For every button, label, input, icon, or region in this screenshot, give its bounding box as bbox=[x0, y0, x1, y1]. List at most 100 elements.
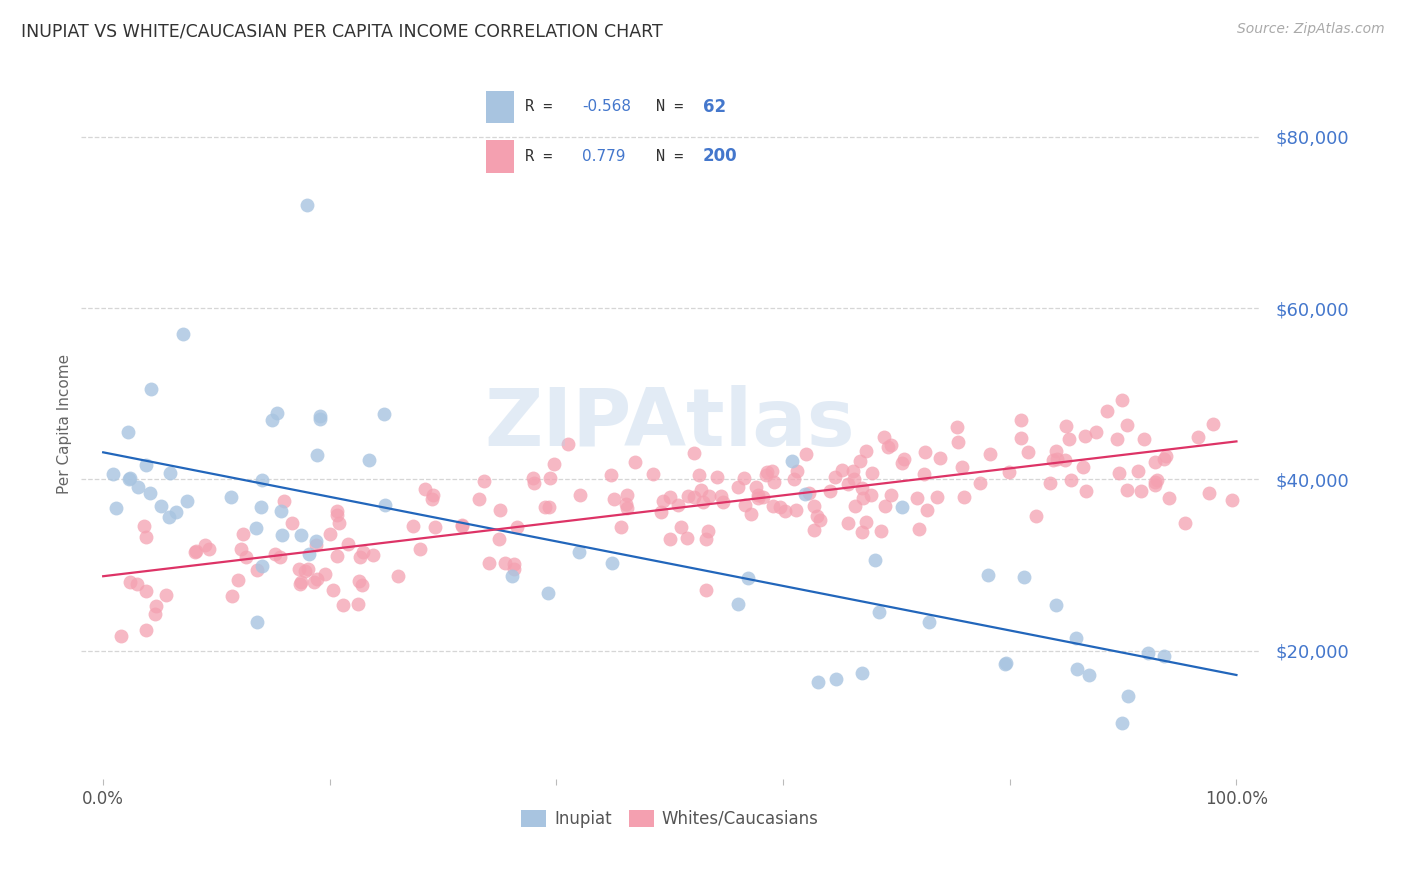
Point bbox=[1108, 466, 1130, 480]
Point bbox=[184, 543, 207, 558]
Point bbox=[849, 453, 872, 467]
Point bbox=[1046, 451, 1069, 466]
Point bbox=[927, 490, 949, 504]
Point bbox=[641, 467, 664, 481]
Point bbox=[468, 491, 491, 506]
Point bbox=[264, 547, 287, 561]
Point bbox=[120, 575, 142, 590]
Point bbox=[908, 522, 931, 536]
Point bbox=[614, 497, 637, 511]
Point bbox=[837, 477, 859, 491]
Point bbox=[537, 500, 560, 515]
Point bbox=[1174, 516, 1197, 531]
Point bbox=[1159, 491, 1181, 506]
Point bbox=[1010, 413, 1032, 427]
Point bbox=[298, 548, 321, 562]
Point bbox=[786, 464, 808, 478]
Point bbox=[893, 452, 915, 467]
Point bbox=[1144, 475, 1167, 490]
Point bbox=[1126, 464, 1149, 478]
Point bbox=[472, 474, 495, 488]
Point bbox=[688, 467, 710, 482]
Point bbox=[145, 599, 167, 614]
Point bbox=[347, 574, 370, 588]
Point bbox=[1154, 449, 1177, 463]
Point bbox=[568, 488, 591, 502]
Point bbox=[110, 629, 132, 643]
Point bbox=[294, 564, 316, 578]
Point bbox=[1085, 425, 1108, 439]
Point bbox=[387, 569, 409, 583]
Point bbox=[302, 574, 325, 589]
Point bbox=[328, 516, 350, 531]
Point bbox=[747, 488, 769, 502]
Point bbox=[127, 480, 149, 494]
Point bbox=[917, 502, 939, 516]
Point bbox=[769, 500, 792, 515]
Point bbox=[1198, 486, 1220, 500]
Point bbox=[780, 454, 803, 468]
Point bbox=[305, 448, 328, 462]
Point bbox=[422, 488, 444, 502]
Point bbox=[135, 530, 157, 544]
Point bbox=[953, 491, 976, 505]
Point bbox=[325, 549, 347, 563]
Point bbox=[143, 607, 166, 621]
Point bbox=[117, 425, 139, 440]
Point bbox=[1017, 445, 1039, 459]
Point bbox=[361, 549, 384, 563]
Point bbox=[297, 562, 319, 576]
Point bbox=[262, 413, 284, 427]
Point bbox=[676, 489, 699, 503]
Point bbox=[658, 532, 681, 546]
Point bbox=[1045, 599, 1067, 613]
Text: -0.568: -0.568 bbox=[582, 99, 631, 114]
Point bbox=[176, 493, 198, 508]
Point bbox=[1066, 632, 1088, 646]
Point bbox=[194, 538, 217, 552]
Point bbox=[450, 517, 472, 532]
Point bbox=[824, 470, 846, 484]
Text: 0.779: 0.779 bbox=[582, 149, 626, 164]
Point bbox=[914, 445, 936, 459]
Point bbox=[979, 446, 1001, 460]
Point bbox=[523, 475, 546, 490]
Point bbox=[451, 518, 474, 533]
Point bbox=[950, 459, 973, 474]
Point bbox=[905, 491, 928, 505]
Point bbox=[1074, 484, 1097, 499]
Point bbox=[603, 492, 626, 507]
Point bbox=[271, 528, 294, 542]
Point bbox=[326, 508, 349, 523]
Point bbox=[1144, 455, 1167, 469]
Point bbox=[689, 483, 711, 498]
Point bbox=[747, 491, 769, 505]
Point bbox=[855, 444, 877, 458]
Y-axis label: Per Capita Income: Per Capita Income bbox=[58, 353, 72, 494]
Point bbox=[1111, 716, 1133, 731]
Point bbox=[734, 498, 756, 512]
Point bbox=[761, 465, 783, 479]
Point bbox=[503, 557, 526, 571]
Point bbox=[727, 480, 749, 494]
Point bbox=[808, 513, 831, 527]
Point bbox=[1074, 429, 1097, 443]
Text: N =: N = bbox=[657, 99, 693, 114]
Text: 200: 200 bbox=[703, 147, 738, 165]
Point bbox=[733, 471, 755, 485]
Point bbox=[503, 561, 526, 575]
Point bbox=[314, 567, 336, 582]
Point bbox=[534, 500, 557, 514]
Point bbox=[683, 446, 706, 460]
Point bbox=[373, 407, 395, 421]
Point bbox=[844, 499, 866, 513]
Point bbox=[600, 468, 623, 483]
Point bbox=[851, 665, 873, 680]
Point bbox=[567, 545, 589, 559]
Point bbox=[537, 586, 560, 600]
Point bbox=[1053, 453, 1076, 467]
Point bbox=[756, 465, 779, 479]
Point bbox=[501, 569, 523, 583]
Point bbox=[697, 524, 720, 538]
Point bbox=[423, 520, 446, 534]
